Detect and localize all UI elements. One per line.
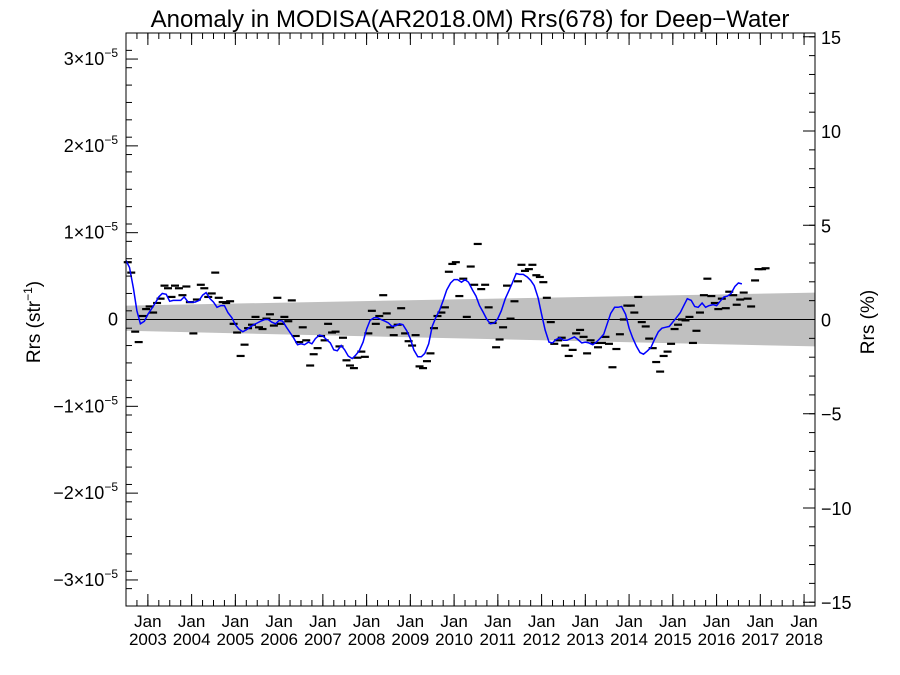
left-tick-exponent: −5: [104, 393, 118, 407]
left-tick-exponent: −5: [104, 220, 118, 234]
x-tick-month-label: Jan: [747, 612, 774, 631]
x-tick-year-label: 2006: [260, 630, 298, 649]
right-tick-label: 15: [821, 28, 841, 48]
left-tick-exponent: −5: [104, 567, 118, 581]
series-layer: [123, 242, 770, 373]
left-tick-label: 3×10−5: [64, 46, 119, 69]
x-tick-year-label: 2011: [480, 630, 517, 649]
x-tick-year-label: 2014: [610, 630, 648, 649]
x-tick-month-label: Jan: [790, 612, 817, 631]
x-tick-year-label: 2009: [391, 630, 429, 649]
left-tick-mantissa: 3×10: [64, 49, 105, 69]
x-tick-month-label: Jan: [222, 612, 249, 631]
x-tick-month-label: Jan: [703, 612, 730, 631]
x-tick-month-label: Jan: [528, 612, 555, 631]
right-tick-label: −10: [821, 499, 852, 519]
x-tick-month-label: Jan: [440, 612, 467, 631]
chart-title: Anomaly in MODISA(AR2018.0M) Rrs(678) fo…: [151, 6, 790, 33]
left-tick-label: −2×10−5: [53, 480, 118, 503]
x-tick-month-label: Jan: [134, 612, 161, 631]
left-tick-exponent: −5: [104, 480, 118, 494]
left-tick-label: 0: [108, 310, 118, 330]
right-tick-label: −15: [821, 593, 852, 613]
left-tick-mantissa: −3×10: [53, 570, 104, 590]
x-tick-year-label: 2017: [741, 630, 779, 649]
x-tick-year-label: 2013: [566, 630, 604, 649]
x-tick-year-label: 2003: [129, 630, 167, 649]
x-tick-month-label: Jan: [178, 612, 205, 631]
left-tick-mantissa: 2×10: [64, 136, 105, 156]
x-tick-year-label: 2005: [216, 630, 254, 649]
x-tick-year-label: 2010: [435, 630, 473, 649]
left-tick-mantissa: 0: [108, 310, 118, 330]
left-tick-label: 2×10−5: [64, 133, 119, 156]
x-tick-year-label: 2015: [654, 630, 692, 649]
right-tick-label: 5: [821, 216, 831, 236]
left-tick-label: −1×10−5: [53, 393, 118, 416]
right-tick-label: 10: [821, 122, 841, 142]
x-tick-month-label: Jan: [353, 612, 380, 631]
left-tick-mantissa: −1×10: [53, 396, 104, 416]
y2-axis-label: Rrs (%): [858, 290, 879, 354]
x-tick-month-label: Jan: [572, 612, 599, 631]
left-tick-mantissa: −2×10: [53, 483, 104, 503]
left-tick-mantissa: 1×10: [64, 223, 105, 243]
y-axis-label-exp: −1: [21, 287, 35, 301]
x-tick-year-label: 2007: [304, 630, 342, 649]
x-tick-year-label: 2008: [348, 630, 386, 649]
y-axis-label-close: ): [24, 281, 45, 287]
y-axis-label: Rrs (str−1): [21, 281, 45, 363]
x-tick-month-label: Jan: [615, 612, 642, 631]
y-axis-label-main: Rrs (str: [24, 300, 45, 363]
left-tick-label: 1×10−5: [64, 220, 119, 243]
x-tick-month-label: Jan: [397, 612, 424, 631]
left-tick-exponent: −5: [104, 46, 118, 60]
x-tick-year-label: 2018: [785, 630, 823, 649]
right-tick-label: 0: [821, 311, 831, 331]
x-tick-year-label: 2016: [698, 630, 736, 649]
smoothed-series-line: [125, 260, 743, 360]
left-tick-exponent: −5: [104, 133, 118, 147]
right-tick-label: −5: [821, 405, 842, 425]
x-tick-month-label: Jan: [265, 612, 292, 631]
left-tick-label: −3×10−5: [53, 567, 118, 590]
ticks-layer: 3×10−52×10−51×10−50−1×10−5−2×10−5−3×10−5…: [53, 28, 851, 649]
x-tick-month-label: Jan: [659, 612, 686, 631]
x-tick-year-label: 2012: [523, 630, 561, 649]
x-tick-month-label: Jan: [309, 612, 336, 631]
x-tick-month-label: Jan: [484, 612, 511, 631]
x-tick-year-label: 2004: [173, 630, 211, 649]
